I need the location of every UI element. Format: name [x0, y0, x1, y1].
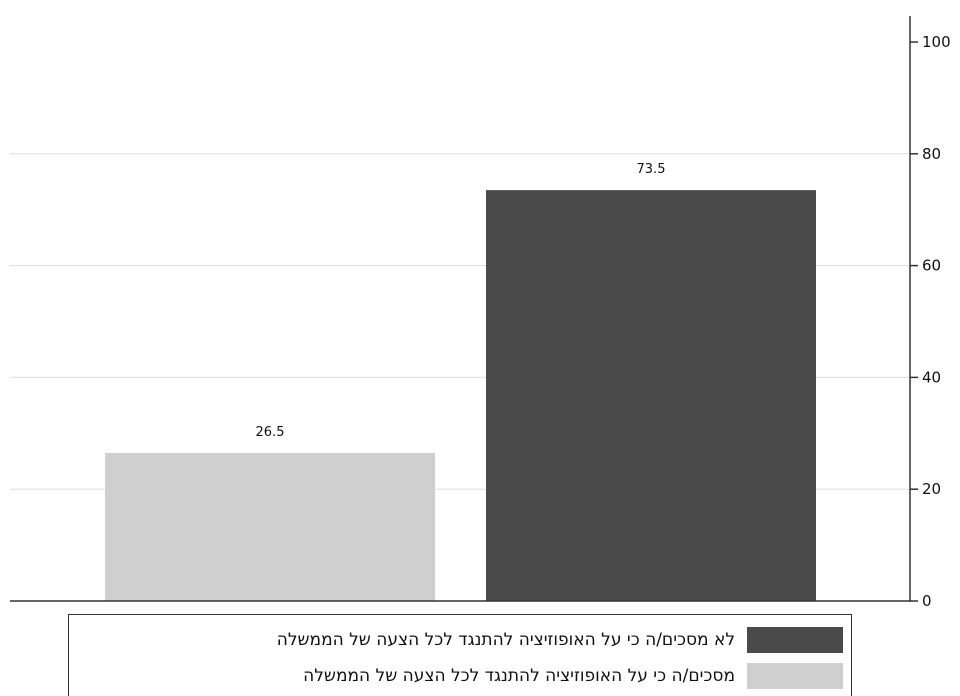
y-axis: 0 20 40 60 80 100 — [10, 16, 951, 610]
y-tick-label-80: 80 — [922, 145, 941, 163]
legend-label-disagree: לא מסכים/ה כי על האופוזיציה להתנגד לכל ה… — [276, 630, 735, 650]
value-label-1: 73.5 — [637, 162, 666, 177]
y-tick-label-20: 20 — [922, 480, 941, 498]
value-labels: 26.5 73.5 — [256, 162, 666, 440]
bar-chart: 0 20 40 60 80 100 26.5 73.5 — [10, 16, 951, 610]
y-tick-label-40: 40 — [922, 368, 941, 386]
bar-0 — [105, 452, 435, 601]
bar-1 — [486, 190, 816, 601]
y-tick-label-0: 0 — [922, 592, 932, 610]
legend: לא מסכים/ה כי על האופוזיציה להתנגד לכל ה… — [68, 614, 852, 696]
legend-swatch-disagree — [747, 627, 843, 653]
legend-label-agree: מסכים/ה כי על האופוזיציה להתנגד לכל הצעה… — [303, 666, 735, 686]
legend-entry-agree: מסכים/ה כי על האופוזיציה להתנגד לכל הצעה… — [303, 662, 843, 690]
legend-entry-disagree: לא מסכים/ה כי על האופוזיציה להתנגד לכל ה… — [277, 626, 843, 654]
legend-swatch-agree — [747, 663, 843, 689]
y-tick-label-100: 100 — [922, 33, 951, 51]
y-tick-label-60: 60 — [922, 257, 941, 275]
value-label-0: 26.5 — [256, 425, 285, 440]
bars — [105, 190, 816, 601]
